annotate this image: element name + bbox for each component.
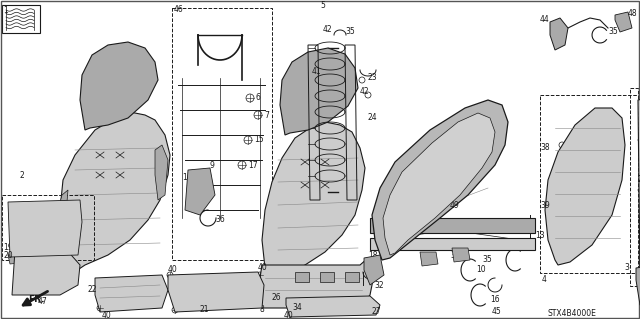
Polygon shape	[95, 275, 168, 312]
Polygon shape	[258, 258, 374, 308]
Text: 7: 7	[264, 110, 269, 120]
Polygon shape	[262, 122, 365, 285]
Text: 17: 17	[248, 160, 258, 169]
Text: 46: 46	[174, 5, 184, 14]
Text: 3: 3	[624, 263, 629, 272]
Bar	[630, 88, 638, 286]
Text: 44: 44	[540, 16, 550, 25]
Polygon shape	[185, 168, 215, 215]
Text: 8: 8	[260, 306, 265, 315]
Polygon shape	[168, 272, 264, 312]
Text: 15: 15	[254, 136, 264, 145]
Text: 10: 10	[476, 265, 486, 275]
Text: 40: 40	[284, 311, 294, 319]
Text: FR.: FR.	[28, 295, 45, 305]
Text: 14: 14	[182, 174, 191, 182]
Polygon shape	[8, 200, 82, 257]
Text: 25: 25	[374, 268, 383, 277]
Text: 37: 37	[450, 250, 460, 259]
Polygon shape	[420, 252, 438, 266]
Polygon shape	[550, 18, 568, 50]
Bar	[345, 272, 359, 282]
Text: 40: 40	[102, 311, 112, 319]
Text: 40: 40	[168, 265, 178, 275]
Text: 45: 45	[492, 308, 502, 316]
Polygon shape	[364, 255, 384, 285]
Text: 32: 32	[193, 204, 203, 212]
Text: 41: 41	[312, 68, 322, 77]
Text: 27: 27	[372, 308, 381, 316]
Text: 20: 20	[3, 251, 13, 261]
Polygon shape	[8, 254, 30, 264]
Text: 4: 4	[542, 276, 547, 285]
Text: 36: 36	[215, 216, 225, 225]
Text: 26: 26	[272, 293, 282, 302]
Polygon shape	[286, 296, 380, 317]
Bar	[346, 302, 358, 310]
Polygon shape	[58, 190, 68, 230]
Polygon shape	[452, 248, 470, 262]
Text: 35: 35	[608, 27, 618, 36]
Text: 5: 5	[320, 2, 325, 11]
Text: 16: 16	[490, 295, 500, 305]
Text: 38: 38	[540, 144, 550, 152]
Text: 19: 19	[3, 243, 13, 253]
Polygon shape	[638, 98, 640, 282]
Polygon shape	[545, 108, 625, 265]
Text: 43: 43	[638, 216, 640, 225]
Text: 13: 13	[535, 231, 545, 240]
Text: 48: 48	[628, 10, 637, 19]
Polygon shape	[58, 112, 170, 285]
Bar	[370, 218, 535, 233]
Polygon shape	[280, 48, 358, 135]
Text: 30: 30	[428, 205, 438, 214]
Polygon shape	[383, 113, 495, 255]
Bar	[320, 272, 334, 282]
Text: STX4B4000E: STX4B4000E	[548, 309, 597, 318]
Text: 32: 32	[374, 280, 383, 290]
Polygon shape	[636, 265, 640, 305]
Polygon shape	[80, 42, 158, 130]
Text: 10: 10	[375, 207, 385, 217]
Text: 31: 31	[415, 196, 424, 204]
Text: 11: 11	[378, 243, 387, 253]
Bar	[328, 302, 340, 310]
Bar	[634, 88, 638, 288]
Text: 35: 35	[345, 27, 355, 36]
Text: 23: 23	[368, 73, 378, 83]
Polygon shape	[372, 100, 508, 260]
Text: 40: 40	[258, 263, 268, 272]
Bar	[172, 8, 272, 260]
Text: 49: 49	[450, 201, 460, 210]
Text: 9: 9	[210, 160, 215, 169]
Text: 1: 1	[3, 6, 8, 15]
Text: 47: 47	[38, 298, 48, 307]
Text: 12: 12	[395, 207, 404, 217]
Bar	[2, 5, 40, 33]
Text: 24: 24	[368, 114, 378, 122]
Bar	[370, 238, 535, 250]
Text: 39: 39	[540, 201, 550, 210]
Polygon shape	[615, 12, 632, 32]
Text: 2: 2	[20, 170, 25, 180]
Text: 6: 6	[256, 93, 261, 102]
Bar	[2, 195, 94, 260]
Text: 35: 35	[482, 256, 492, 264]
Polygon shape	[12, 248, 80, 295]
Text: 21: 21	[200, 306, 209, 315]
Text: 42: 42	[323, 26, 333, 34]
Bar	[540, 95, 640, 273]
Text: 42: 42	[360, 87, 370, 97]
Bar	[295, 272, 309, 282]
Bar	[310, 302, 322, 310]
Text: 28: 28	[638, 175, 640, 184]
Text: 34: 34	[292, 303, 301, 313]
Polygon shape	[155, 145, 168, 200]
Text: 22: 22	[88, 286, 97, 294]
Text: 18: 18	[368, 251, 378, 261]
